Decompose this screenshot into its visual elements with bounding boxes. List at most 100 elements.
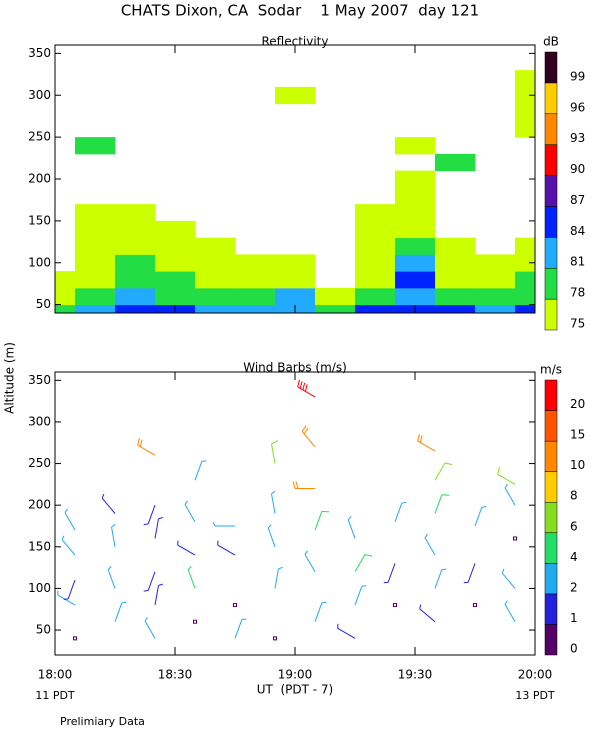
barb-tick: [302, 382, 306, 391]
barb-tick: [419, 435, 423, 443]
wind-barb: [474, 506, 487, 527]
heat-cell: [475, 271, 516, 289]
barb-staff: [297, 386, 316, 398]
barb-staff: [67, 579, 76, 600]
wind-barb: [212, 521, 235, 527]
barb-tick: [304, 550, 308, 555]
colorbar-tick-label: 20: [570, 397, 585, 411]
barb-staff: [347, 519, 356, 539]
heat-cell: [235, 271, 276, 289]
barb-tick: [64, 508, 68, 514]
barb-tick: [347, 516, 352, 521]
heat-cell: [355, 304, 396, 313]
wind-barb: [497, 467, 516, 485]
barb-staff: [354, 554, 366, 573]
barb-staff: [267, 527, 276, 547]
heat-cell: [195, 254, 236, 272]
barb-tick: [297, 379, 300, 388]
colorbar-tick-label: 96: [570, 100, 585, 114]
wind-barb: [73, 636, 77, 641]
x-tick-label: 20:00: [518, 668, 553, 682]
barb-tick: [212, 521, 216, 527]
note: Prelimiary Data: [60, 715, 145, 728]
heat-cell: [355, 204, 396, 222]
wind-barb: [267, 524, 276, 547]
barb-staff: [144, 620, 156, 639]
colorbar-tick-label: 10: [570, 458, 585, 472]
colorbar-tick-label: 6: [570, 519, 578, 533]
y-tick-label: 50: [36, 623, 51, 637]
heat-cell: [435, 304, 476, 313]
barb-staff: [394, 502, 403, 522]
wind-barb: [111, 524, 116, 547]
barb-tick: [321, 510, 330, 513]
heat-cell: [435, 237, 476, 255]
colorbar-tick-label: 81: [570, 255, 585, 269]
colorbar-tick-label: 87: [570, 193, 585, 207]
colorbar-tick-label: 4: [570, 550, 578, 564]
heat-cell: [435, 271, 476, 289]
barb-staff: [114, 602, 123, 622]
colorbar-tick-label: 15: [570, 428, 585, 442]
heat-cell: [515, 120, 535, 138]
colorbar-segment: [544, 113, 558, 145]
wind-barb: [107, 566, 116, 589]
barb-staff: [147, 571, 156, 591]
colorbar-tick-label: 84: [570, 224, 585, 238]
heat-cell: [395, 204, 436, 222]
heat-cell: [475, 287, 516, 306]
barb-staff: [177, 544, 196, 556]
wind-barb: [297, 379, 316, 398]
heat-cell: [275, 287, 316, 306]
heat-cell: [315, 304, 356, 313]
heat-cell: [435, 153, 476, 172]
heat-cell: [75, 204, 116, 222]
y-tick-label: 350: [28, 46, 51, 60]
barb-staff: [434, 494, 443, 514]
wind-barb: [504, 600, 516, 622]
wind-barb: [143, 571, 156, 592]
y-tick-label: 250: [28, 456, 51, 470]
colorbar-tick-label: 1: [570, 611, 578, 625]
heat-cell: [515, 70, 535, 88]
heat-cell: [355, 287, 396, 306]
barb-tick: [401, 502, 407, 504]
barb-staff: [387, 563, 396, 583]
wind-barb: [114, 601, 127, 622]
colorbar-segment: [544, 51, 558, 84]
heat-cell: [275, 86, 316, 105]
barb-tick: [143, 523, 149, 525]
colorbar-tick-label: 93: [570, 131, 585, 145]
barb-tick: [158, 517, 163, 520]
wind-barb: [271, 440, 279, 464]
y-tick-label: 100: [28, 581, 51, 595]
heat-cell: [395, 170, 436, 188]
barb-staff: [501, 572, 516, 589]
wind-barb: [434, 462, 453, 481]
heat-cell: [475, 304, 516, 313]
x-tick-label: 19:30: [398, 668, 433, 682]
barb-staff: [57, 594, 76, 606]
barb-tick: [501, 568, 505, 574]
heat-cell: [55, 287, 76, 306]
colorbar-tick-label: 78: [570, 286, 585, 300]
barb-tick: [137, 438, 140, 446]
heat-cell: [275, 254, 316, 272]
y-tick-label: 350: [28, 373, 51, 387]
heat-cell: [155, 271, 196, 289]
barb-tick: [139, 439, 143, 447]
barb-tick: [321, 601, 327, 604]
barb-tick: [187, 566, 192, 570]
barb-staff: [61, 539, 76, 556]
y-tick-label: 300: [28, 88, 51, 102]
barb-tick: [301, 425, 307, 432]
calm-marker: [73, 636, 77, 641]
barb-staff: [274, 568, 279, 589]
wind-barb: [64, 508, 76, 531]
wind-barb: [61, 535, 76, 556]
barb-tick: [143, 590, 149, 592]
heat-cell: [55, 271, 76, 289]
barb-tick: [271, 490, 276, 495]
barb-tick: [201, 460, 207, 462]
wind-barb: [424, 533, 436, 556]
